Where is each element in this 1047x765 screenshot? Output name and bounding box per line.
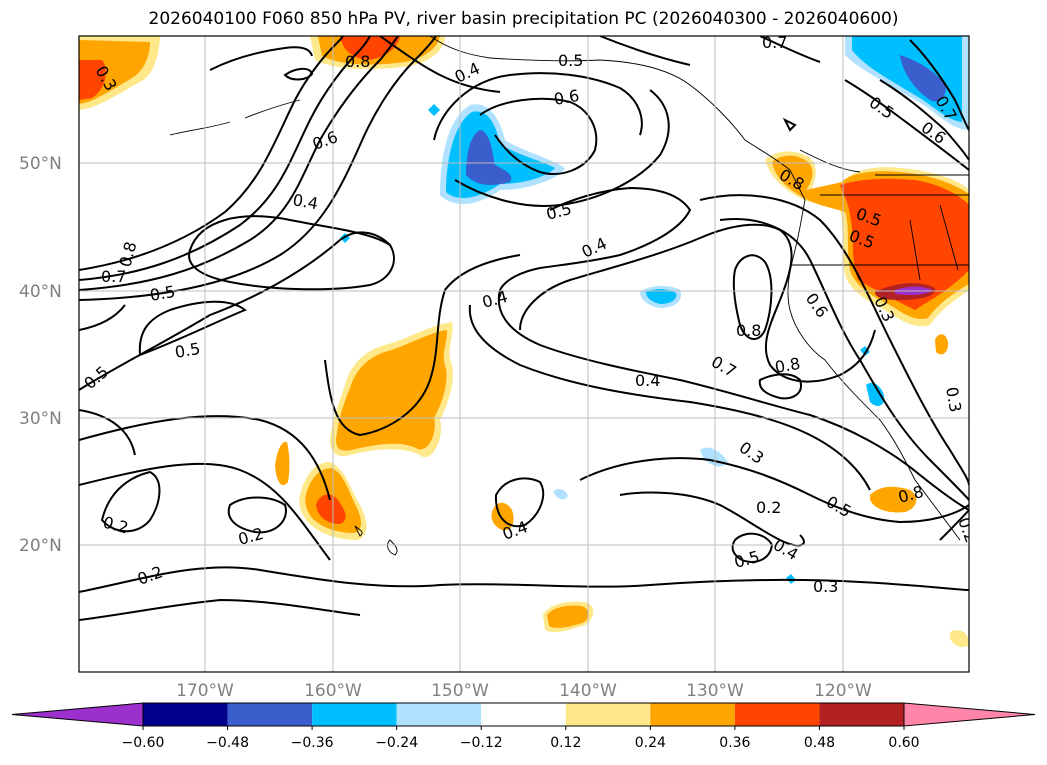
contour-labels: 0.7 0.8 0.6 0.5 0.4 0.5 0.6 0.5 0.6 0.7 … [80,33,981,596]
contour-label: 0.4 [635,371,660,390]
lat-label: 40°N [19,282,62,302]
map-content: 0.7 0.8 0.6 0.5 0.4 0.5 0.6 0.5 0.6 0.7 … [79,33,981,672]
lat-label: 30°N [19,409,62,429]
latitude-labels: 50°N 40°N 30°N 20°N [19,154,62,556]
map-title: 2026040100 F060 850 hPa PV, river basin … [148,9,899,29]
colorbar-tick-label: 0.12 [550,735,581,751]
coastlines [169,36,969,556]
contour-label: 0.8 [896,482,926,507]
lon-label: 140°W [559,681,617,701]
contour-label: 0.5 [544,199,574,224]
contour-label: 0.7 [101,267,126,286]
contour-label: 0.5 [732,547,762,572]
colorbar-tick-label: −0.12 [460,735,503,751]
contour-label: 0.8 [773,354,801,377]
contour-label: 0.3 [736,438,768,468]
colorbar-segment [819,703,904,726]
contour-label: 0.3 [942,385,965,413]
contour-label: 0.2 [954,515,981,545]
contour-label: 0.5 [558,51,583,70]
colorbar-tick-label: −0.24 [375,735,418,751]
colorbar-segment [312,703,397,726]
colorbar-tick-label: 0.36 [719,735,750,751]
contour-label: 0.5 [148,282,176,305]
contour-label: 0.8 [736,321,761,340]
contour-label: 0.3 [813,577,838,596]
contour-label: 0.2 [756,498,781,517]
colorbar-tick-label: −0.36 [291,735,334,751]
lon-label: 120°W [814,681,872,701]
contour-label: 0.6 [310,127,340,154]
colorbar-segment [734,703,820,726]
colorbar-segment [143,703,228,726]
colorbar-tick-label: 0.60 [888,735,919,751]
colorbar-segment [396,703,482,726]
contour-label: 0.5 [823,492,855,521]
colorbar-segment [650,703,735,726]
colorbar-segment [481,703,566,726]
colorbar-tick-label: 0.24 [635,735,666,751]
contour-label: 0.5 [173,339,201,362]
pv-contours [79,36,969,621]
colorbar: −0.60 −0.48 −0.36 −0.24 −0.12 0.12 0.24 0.36 0.4… [11,702,1036,751]
colorbar-tick-label: −0.48 [206,735,249,751]
lon-label: 130°W [686,681,744,701]
graticule [79,36,969,672]
lon-label: 170°W [176,681,234,701]
colorbar-segment [227,703,313,726]
contour-label: 0.7 [708,352,740,381]
lat-label: 50°N [19,154,62,174]
lat-label: 20°N [19,536,62,556]
contour-label: 0.8 [345,52,370,71]
colorbar-tick-label: −0.60 [122,735,165,751]
precip-shading [79,36,969,648]
contour-label: 0.8 [116,240,141,270]
colorbar-frame [142,702,905,727]
contour-label: 0.6 [802,289,832,321]
contour-label: 0.2 [135,562,165,589]
lon-label: 150°W [431,681,489,701]
lon-label: 160°W [304,681,362,701]
contour-label: 0.4 [770,535,802,564]
longitude-labels: 170°W 160°W 150°W 140°W 130°W 120°W [176,681,872,701]
colorbar-segment [565,703,651,726]
contour-label: 0.7 [762,33,787,52]
contour-label: 0.5 [80,362,112,393]
colorbar-extend-low [11,702,144,727]
map-frame [78,35,970,673]
colorbar-extend-high [903,702,1036,727]
contour-label: 0.2 [101,513,131,538]
colorbar-tick-label: 0.48 [804,735,835,751]
contour-label: 0.6 [552,86,580,109]
contour-label: 0.4 [291,190,319,213]
